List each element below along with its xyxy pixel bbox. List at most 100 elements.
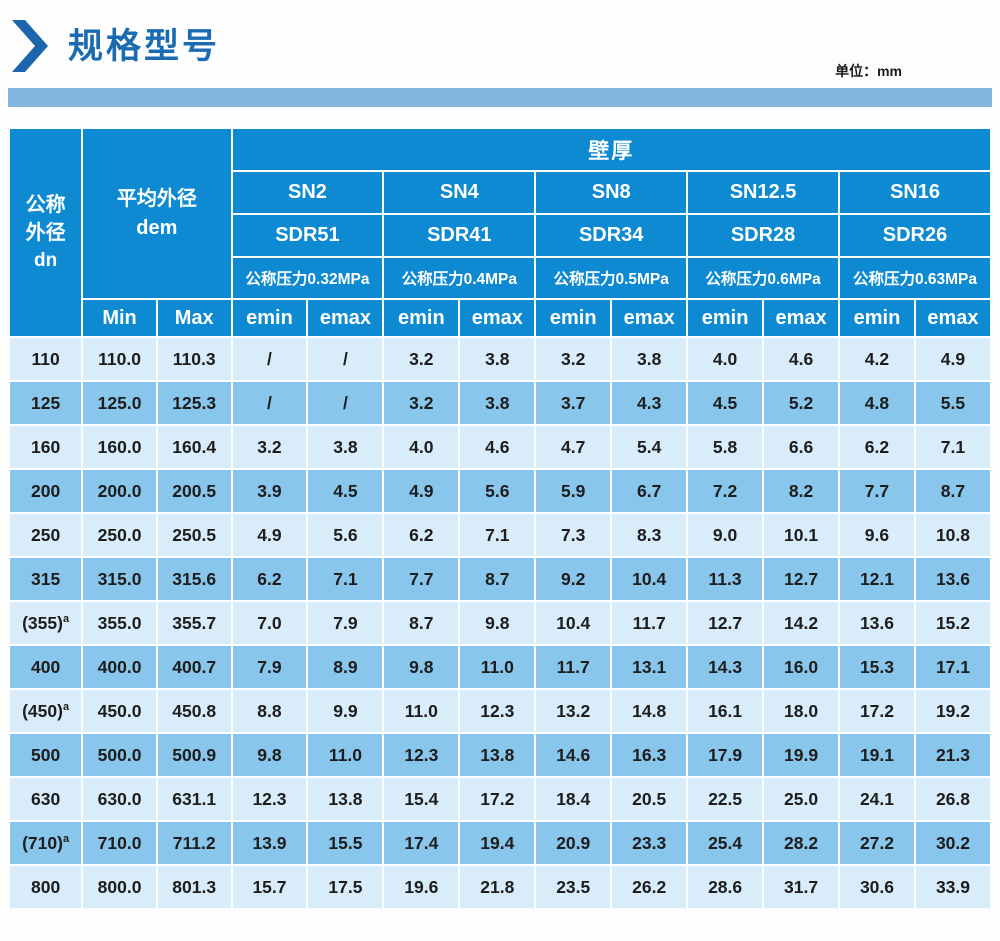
value-cell: 500.9 — [157, 734, 231, 776]
value-cell: 26.8 — [915, 778, 990, 820]
value-cell: 11.0 — [308, 734, 383, 776]
value-cell: 500.0 — [83, 734, 156, 776]
dn-cell: 400 — [10, 646, 82, 688]
value-cell: 19.1 — [840, 734, 914, 776]
value-cell: 6.6 — [764, 426, 838, 468]
table-row: 250 250.0 250.5 4.9 5.6 6.2 7.1 7.3 8.3 9.0 10.1 9.… — [10, 514, 990, 556]
value-cell: 17.2 — [840, 690, 914, 732]
table-row: 110 110.0 110.3//3.2 3.8 3.2 3.8 4.0 4.6 4.2 4.9 — [10, 338, 990, 380]
value-cell: 3.8 — [460, 338, 535, 380]
value-cell: 11.7 — [536, 646, 611, 688]
table-row: 630 630.0 631.1 12.3 13.8 15.4 17.2 18.4 20.5 22.… — [10, 778, 990, 820]
unit-label: 单位：mm — [835, 63, 902, 79]
value-cell: 7.0 — [232, 602, 307, 644]
page-header: 规格型号 单位：mm — [0, 0, 1000, 107]
value-cell: 110.3 — [157, 338, 231, 380]
dn-cell: 800 — [10, 866, 82, 908]
value-cell: 5.6 — [308, 514, 383, 556]
value-cell: 7.2 — [688, 470, 763, 512]
col-header-dn-line1: 公称 — [25, 193, 66, 216]
value-cell: 3.8 — [612, 338, 687, 380]
dn-footnote-marker: a — [62, 832, 70, 845]
col-header-sdr41: SDR41 — [384, 215, 535, 256]
value-cell: 15.3 — [840, 646, 914, 688]
value-cell: 12.1 — [840, 558, 914, 600]
dn-cell: 125 — [10, 382, 82, 424]
table-row: 400 400.0 400.7 7.9 8.9 9.8 11.0 11.7 13.1 14.3 16… — [10, 646, 990, 688]
col-header-dn-line3: dn — [34, 249, 58, 271]
value-cell: 25.0 — [764, 778, 838, 820]
dn-cell: (450)a — [10, 690, 82, 732]
col-header-sdr51: SDR51 — [232, 215, 383, 256]
value-cell: 4.0 — [688, 338, 763, 380]
value-cell: 200.0 — [83, 470, 156, 512]
dn-cell: (710)a — [10, 822, 82, 864]
value-cell: 30.2 — [915, 822, 990, 864]
table-row: 800 800.0 801.3 15.7 17.5 19.6 21.8 23.5 26.2 28.… — [10, 866, 990, 908]
col-header-dem-line1: 平均外径 — [116, 187, 197, 210]
dn-cell: 250 — [10, 514, 82, 556]
col-header-emax: emax — [460, 300, 535, 336]
value-cell: 6.2 — [232, 558, 307, 600]
col-header-pressure-0-5: 公称压力0.5MPa — [536, 258, 687, 298]
value-cell: 4.3 — [612, 382, 687, 424]
value-cell: 17.2 — [460, 778, 535, 820]
col-header-emin: emin — [232, 300, 307, 336]
col-header-dn-line2: 外径 — [25, 221, 66, 244]
value-cell: 4.6 — [764, 338, 838, 380]
value-cell: 11.0 — [460, 646, 535, 688]
table-row: (355)a 355.0 355.7 7.0 7.9 8.7 9.8 10.4 11.7 12.7… — [10, 602, 990, 644]
value-cell: 21.3 — [915, 734, 990, 776]
value-cell: 125.3 — [157, 382, 231, 424]
value-cell: 7.7 — [384, 558, 459, 600]
value-cell: 10.1 — [764, 514, 838, 556]
value-cell: 27.2 — [840, 822, 914, 864]
value-cell: 22.5 — [688, 778, 763, 820]
value-cell: 18.4 — [536, 778, 611, 820]
value-cell: 28.2 — [764, 822, 838, 864]
value-cell: 17.1 — [915, 646, 990, 688]
value-cell: 14.3 — [688, 646, 763, 688]
value-cell: 16.1 — [688, 690, 763, 732]
value-cell: 30.6 — [840, 866, 914, 908]
value-cell: 355.7 — [157, 602, 231, 644]
value-cell: 16.3 — [612, 734, 687, 776]
value-cell: 110.0 — [83, 338, 156, 380]
col-header-emin: emin — [840, 300, 914, 336]
value-cell: 10.4 — [536, 602, 611, 644]
value-cell: 5.9 — [536, 470, 611, 512]
col-header-emax: emax — [915, 300, 990, 336]
value-cell: 7.1 — [308, 558, 383, 600]
value-cell: 8.2 — [764, 470, 838, 512]
value-cell: 11.0 — [384, 690, 459, 732]
dn-cell: (355)a — [10, 602, 82, 644]
col-header-emax: emax — [612, 300, 687, 336]
value-cell: 6.7 — [612, 470, 687, 512]
dn-cell: 110 — [10, 338, 82, 380]
col-header-sn4: SN4 — [384, 172, 535, 213]
value-cell: 4.2 — [840, 338, 914, 380]
value-cell: 160.4 — [157, 426, 231, 468]
value-cell: 3.9 — [232, 470, 307, 512]
dn-cell: 315 — [10, 558, 82, 600]
value-cell: 9.2 — [536, 558, 611, 600]
value-cell: 250.5 — [157, 514, 231, 556]
col-header-sn16: SN16 — [840, 172, 990, 213]
col-header-sn2: SN2 — [232, 172, 383, 213]
value-cell: 8.7 — [915, 470, 990, 512]
value-cell: 8.7 — [460, 558, 535, 600]
value-cell: 7.9 — [232, 646, 307, 688]
value-cell: 19.4 — [460, 822, 535, 864]
dn-cell: 500 — [10, 734, 82, 776]
value-cell: 8.9 — [308, 646, 383, 688]
col-header-emax: emax — [764, 300, 838, 336]
table-row: (450)a 450.0 450.8 8.8 9.9 11.0 12.3 13.2 14.8 16… — [10, 690, 990, 732]
value-cell: 125.0 — [83, 382, 156, 424]
value-cell: 15.4 — [384, 778, 459, 820]
chevron-right-icon — [12, 20, 48, 72]
value-cell: 9.8 — [232, 734, 307, 776]
value-cell: 12.3 — [460, 690, 535, 732]
value-cell: 23.3 — [612, 822, 687, 864]
value-cell: / — [308, 382, 383, 424]
